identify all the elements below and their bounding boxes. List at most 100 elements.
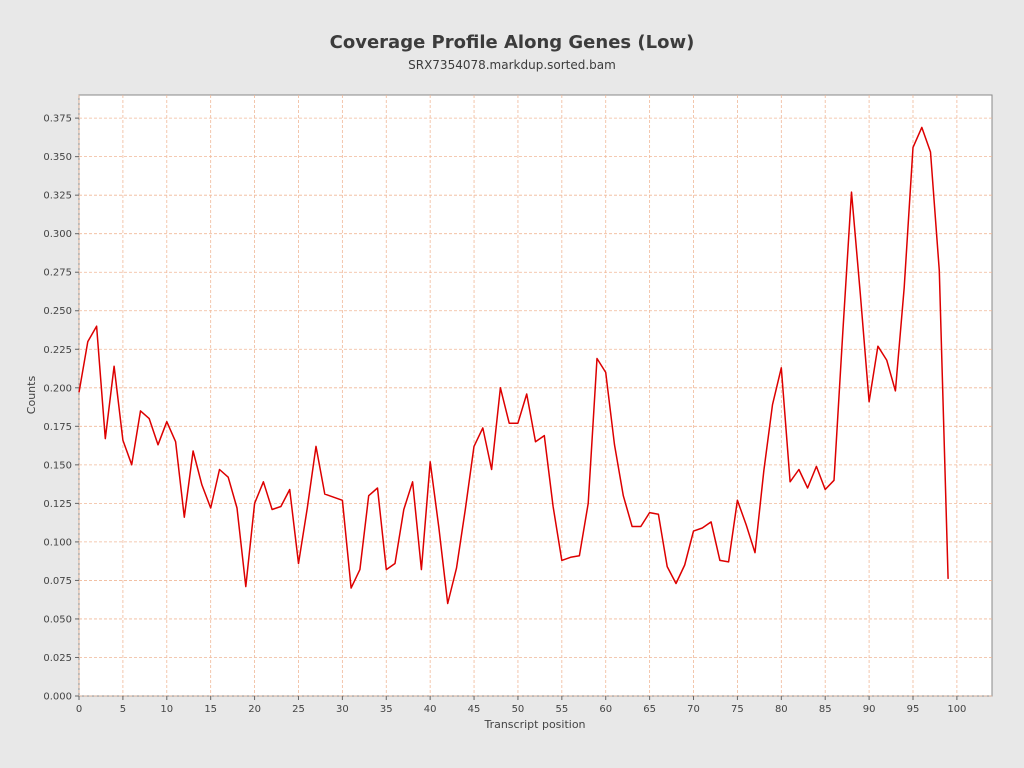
- x-tick-label: 50: [512, 704, 525, 715]
- data-point: [359, 569, 361, 571]
- x-tick-label: 20: [248, 704, 261, 715]
- x-tick-label: 15: [204, 704, 217, 715]
- series-layer: [78, 126, 949, 605]
- y-tick-label: 0.250: [43, 306, 72, 317]
- data-point: [192, 450, 194, 452]
- y-tick-label: 0.200: [43, 383, 72, 394]
- y-tick-label: 0.225: [43, 345, 72, 356]
- data-point: [499, 387, 501, 389]
- data-point: [271, 509, 273, 511]
- data-point: [851, 191, 853, 193]
- data-point: [333, 496, 335, 498]
- data-point: [289, 489, 291, 491]
- y-tick-label: 0.125: [43, 499, 72, 510]
- data-point: [394, 562, 396, 564]
- x-tick-label: 25: [292, 704, 305, 715]
- data-point: [938, 270, 940, 272]
- y-axis-label: Counts: [25, 376, 38, 415]
- data-point: [921, 126, 923, 128]
- y-tick-label: 0.275: [43, 268, 72, 279]
- data-point: [894, 390, 896, 392]
- x-tick-label: 35: [380, 704, 393, 715]
- x-tick-label: 75: [731, 704, 744, 715]
- data-point: [245, 586, 247, 588]
- data-point: [789, 481, 791, 483]
- x-tick-label: 5: [120, 704, 126, 715]
- data-point: [236, 507, 238, 509]
- x-tick-label: 30: [336, 704, 349, 715]
- data-point: [807, 487, 809, 489]
- data-point: [131, 464, 133, 466]
- data-point: [886, 359, 888, 361]
- data-point: [175, 441, 177, 443]
- y-tick-label: 0.150: [43, 460, 72, 471]
- data-point: [517, 422, 519, 424]
- data-point: [543, 435, 545, 437]
- data-point: [482, 427, 484, 429]
- data-point: [780, 367, 782, 369]
- data-point: [148, 418, 150, 420]
- x-tick-label: 80: [775, 704, 788, 715]
- data-point: [859, 293, 861, 295]
- x-tick-label: 10: [160, 704, 173, 715]
- data-point: [587, 502, 589, 504]
- grid-lines: [78, 95, 992, 697]
- data-point: [640, 525, 642, 527]
- data-point: [947, 578, 949, 580]
- data-point: [78, 391, 80, 393]
- data-point: [930, 151, 932, 153]
- data-point: [122, 439, 124, 441]
- data-point: [815, 465, 817, 467]
- data-point: [210, 507, 212, 509]
- x-tick-label: 0: [76, 704, 82, 715]
- y-tick-label: 0.050: [43, 614, 72, 625]
- data-point: [96, 325, 98, 327]
- data-point: [535, 441, 537, 443]
- x-tick-label: 100: [947, 704, 966, 715]
- x-axis-label: Transcript position: [483, 718, 585, 731]
- data-point: [280, 505, 282, 507]
- data-point: [693, 530, 695, 532]
- chart-title: Coverage Profile Along Genes (Low): [330, 32, 695, 53]
- data-point: [429, 461, 431, 463]
- data-point: [912, 146, 914, 148]
- data-point: [684, 564, 686, 566]
- x-tick-label: 40: [424, 704, 437, 715]
- data-point: [438, 527, 440, 529]
- data-point: [798, 468, 800, 470]
- data-point: [473, 445, 475, 447]
- data-point: [666, 566, 668, 568]
- data-point: [763, 470, 765, 472]
- data-point: [833, 479, 835, 481]
- data-point: [218, 468, 220, 470]
- data-point: [254, 502, 256, 504]
- y-tick-label: 0.000: [43, 692, 72, 703]
- y-tick-label: 0.350: [43, 152, 72, 163]
- data-point: [754, 552, 756, 554]
- x-tick-label: 45: [468, 704, 481, 715]
- data-point: [139, 410, 141, 412]
- data-point: [649, 512, 651, 514]
- data-point: [596, 358, 598, 360]
- data-point: [824, 489, 826, 491]
- data-point: [561, 559, 563, 561]
- y-tick-label: 0.375: [43, 114, 72, 125]
- data-point: [350, 587, 352, 589]
- data-point: [719, 559, 721, 561]
- data-point: [183, 516, 185, 518]
- x-tick-label: 95: [907, 704, 920, 715]
- data-point: [622, 495, 624, 497]
- data-point: [455, 567, 457, 569]
- data-point: [403, 509, 405, 511]
- data-point: [464, 509, 466, 511]
- data-point: [903, 287, 905, 289]
- data-point: [657, 513, 659, 515]
- data-point: [447, 603, 449, 605]
- data-point: [578, 555, 580, 557]
- x-tick-label: 70: [687, 704, 700, 715]
- data-point: [868, 401, 870, 403]
- data-point: [113, 365, 115, 367]
- data-point: [605, 371, 607, 373]
